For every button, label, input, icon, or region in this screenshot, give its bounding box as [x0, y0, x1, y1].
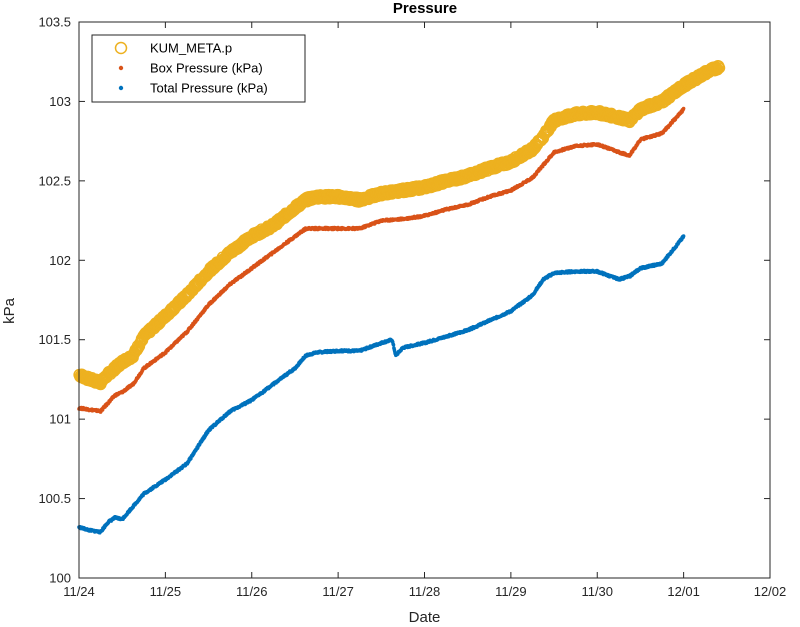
legend-marker [118, 65, 124, 71]
data-point [391, 343, 396, 347]
y-tick-label: 102.5 [38, 173, 71, 188]
x-tick-label: 12/01 [667, 584, 700, 599]
series-2 [77, 106, 686, 414]
x-tick-label: 11/29 [495, 584, 527, 599]
series-3 [77, 234, 686, 535]
x-tick-label: 12/02 [754, 584, 787, 599]
chart-title: Pressure [393, 0, 457, 17]
legend-label: KUM_META.p [150, 41, 232, 56]
x-tick-label: 11/26 [236, 584, 268, 599]
y-tick-label: 101.5 [38, 332, 71, 347]
x-tick-label: 11/24 [63, 584, 95, 599]
plot-area [73, 60, 726, 535]
series-1 [73, 60, 726, 391]
x-tick-label: 11/27 [322, 584, 354, 599]
y-axis-label: kPa [1, 297, 18, 324]
legend-label: Total Pressure (kPa) [150, 81, 268, 96]
data-point [681, 106, 686, 111]
y-tick-label: 100.5 [38, 491, 71, 506]
x-tick-label: 11/30 [581, 584, 613, 599]
y-tick-label: 102 [49, 253, 71, 268]
y-tick-label: 103 [49, 94, 71, 109]
legend-marker [118, 85, 124, 91]
x-axis-label: Date [409, 609, 441, 626]
y-tick-label: 101 [49, 412, 71, 427]
legend-label: Box Pressure (kPa) [150, 61, 263, 76]
x-tick-label: 11/28 [409, 584, 441, 599]
y-tick-label: 103.5 [38, 15, 71, 30]
x-tick-label: 11/25 [150, 584, 182, 599]
data-point [713, 62, 726, 74]
data-point [681, 234, 686, 238]
legend: KUM_META.p Box Pressure (kPa) Total Pressu… [91, 34, 306, 103]
y-tick-label: 100 [49, 571, 71, 586]
